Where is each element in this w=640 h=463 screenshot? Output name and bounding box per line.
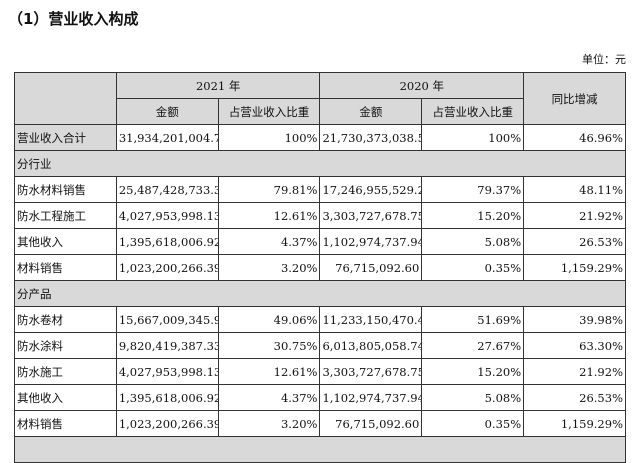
row-label: 防水工程施工 <box>14 202 117 229</box>
table-row: 营业收入合计 31,934,201,004.74 100% 21,730,373,03… <box>14 124 626 151</box>
value-cell: 1,023,200,266.39 <box>115 254 219 281</box>
value-cell: 0.35% <box>421 410 525 437</box>
value-cell: 49.06% <box>217 306 321 333</box>
value-cell: 1,102,974,737.94 <box>319 228 423 255</box>
table-row: 防水卷材 15,667,009,345.97 49.06% 11,233,150,47… <box>14 306 626 333</box>
value-cell: 21,730,373,038.52 <box>319 124 423 151</box>
value-cell: 31,934,201,004.74 <box>115 124 219 151</box>
header-share-2021: 占营业收入比重 <box>217 98 321 125</box>
row-label: 防水材料销售 <box>14 176 117 203</box>
value-cell: 30.75% <box>217 332 321 359</box>
header-amount-2021: 金额 <box>115 98 219 125</box>
row-label: 材料销售 <box>14 254 117 281</box>
value-cell: 15.20% <box>421 202 525 229</box>
header-yoy: 同比增减 <box>523 72 626 125</box>
value-cell: 4,027,953,998.13 <box>115 358 219 385</box>
value-cell: 26.53% <box>523 228 626 255</box>
value-cell: 76,715,092.60 <box>319 410 423 437</box>
value-cell: 3.20% <box>217 254 321 281</box>
value-cell: 6,013,805,058.74 <box>319 332 423 359</box>
section-row: 分产品 <box>14 280 626 307</box>
value-cell: 1,159.29% <box>523 410 626 437</box>
value-cell: 63.30% <box>523 332 626 359</box>
table-row: 防水施工 4,027,953,998.13 12.61% 3,303,727,678.… <box>14 358 626 385</box>
header-2020: 2020 年 <box>319 72 525 99</box>
section-row <box>14 436 626 463</box>
value-cell: 25,487,428,733.30 <box>115 176 219 203</box>
row-label: 防水卷材 <box>14 306 117 333</box>
table-row: 材料销售 1,023,200,266.39 3.20% 76,715,092.60 0.… <box>14 254 626 281</box>
value-cell: 5.08% <box>421 384 525 411</box>
value-cell: 51.69% <box>421 306 525 333</box>
corner-cell <box>14 72 117 125</box>
table-row: 材料销售 1,023,200,266.39 3.20% 76,715,092.60 0.… <box>14 410 626 437</box>
section-label: 分产品 <box>14 280 626 307</box>
value-cell: 46.96% <box>523 124 626 151</box>
value-cell: 3,303,727,678.75 <box>319 358 423 385</box>
value-cell: 3,303,727,678.75 <box>319 202 423 229</box>
row-label: 防水涂料 <box>14 332 117 359</box>
unit-label: 单位：元 <box>582 53 626 66</box>
value-cell: 15.20% <box>421 358 525 385</box>
row-label: 防水施工 <box>14 358 117 385</box>
value-cell: 1,159.29% <box>523 254 626 281</box>
row-label: 其他收入 <box>14 228 117 255</box>
table-row: 其他收入 1,395,618,006.92 4.37% 1,102,974,737.9… <box>14 384 626 411</box>
value-cell: 76,715,092.60 <box>319 254 423 281</box>
value-cell: 0.35% <box>421 254 525 281</box>
value-cell: 21.92% <box>523 202 626 229</box>
value-cell: 9,820,419,387.33 <box>115 332 219 359</box>
row-label: 营业收入合计 <box>14 124 117 151</box>
value-cell: 79.81% <box>217 176 321 203</box>
section-title: （1）营业收入构成 <box>8 10 139 28</box>
value-cell: 11,233,150,470.49 <box>319 306 423 333</box>
value-cell: 100% <box>421 124 525 151</box>
value-cell: 4.37% <box>217 384 321 411</box>
value-cell: 15,667,009,345.97 <box>115 306 219 333</box>
row-label: 其他收入 <box>14 384 117 411</box>
value-cell: 26.53% <box>523 384 626 411</box>
row-label: 材料销售 <box>14 410 117 437</box>
value-cell: 48.11% <box>523 176 626 203</box>
revenue-table: 2021 年 2020 年 同比增减 金额 占营业收入比重 金额 占营业收入比重… <box>14 72 626 463</box>
value-cell: 12.61% <box>217 202 321 229</box>
table-row: 防水涂料 9,820,419,387.33 30.75% 6,013,805,058.… <box>14 332 626 359</box>
value-cell: 27.67% <box>421 332 525 359</box>
value-cell: 21.92% <box>523 358 626 385</box>
header-2021: 2021 年 <box>115 72 321 99</box>
table-row: 其他收入 1,395,618,006.92 4.37% 1,102,974,737.9… <box>14 228 626 255</box>
section-label <box>14 436 626 463</box>
value-cell: 39.98% <box>523 306 626 333</box>
table-row: 防水工程施工 4,027,953,998.13 12.61% 3,303,727,67… <box>14 202 626 229</box>
value-cell: 4,027,953,998.13 <box>115 202 219 229</box>
value-cell: 12.61% <box>217 358 321 385</box>
value-cell: 5.08% <box>421 228 525 255</box>
value-cell: 1,395,618,006.92 <box>115 384 219 411</box>
value-cell: 1,102,974,737.94 <box>319 384 423 411</box>
value-cell: 1,023,200,266.39 <box>115 410 219 437</box>
value-cell: 17,246,955,529.23 <box>319 176 423 203</box>
value-cell: 100% <box>217 124 321 151</box>
section-label: 分行业 <box>14 150 626 177</box>
header-amount-2020: 金额 <box>319 98 423 125</box>
value-cell: 1,395,618,006.92 <box>115 228 219 255</box>
header-share-2020: 占营业收入比重 <box>421 98 525 125</box>
value-cell: 79.37% <box>421 176 525 203</box>
value-cell: 4.37% <box>217 228 321 255</box>
table-row: 防水材料销售 25,487,428,733.30 79.81% 17,246,955,… <box>14 176 626 203</box>
value-cell: 3.20% <box>217 410 321 437</box>
section-row: 分行业 <box>14 150 626 177</box>
